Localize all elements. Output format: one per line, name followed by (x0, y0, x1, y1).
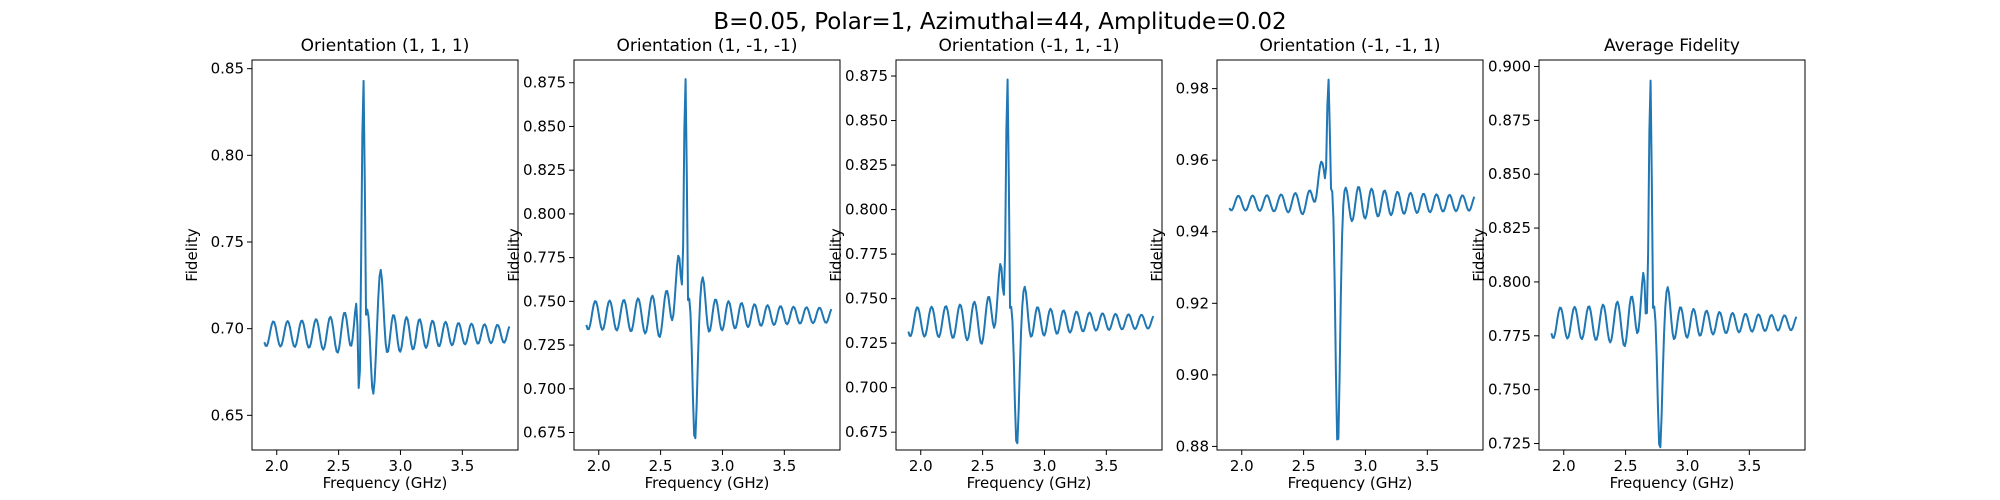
x-tick-label: 3.0 (1676, 457, 1700, 475)
subplot-3: Orientation (-1, 1, -1) 2.0 2.5 3.0 3.5 0.675… (827, 36, 1163, 492)
y-tick-label: 0.90 (1176, 366, 1209, 384)
y-axis-label: Fidelity (827, 228, 845, 282)
figure-suptitle: B=0.05, Polar=1, Azimuthal=44, Amplitude… (713, 9, 1286, 35)
x-axis-label: Frequency (GHz) (323, 474, 448, 492)
y-tick-label: 0.850 (1488, 165, 1531, 183)
y-tick-label: 0.98 (1176, 80, 1209, 98)
y-tick-label: 0.875 (845, 67, 888, 85)
y-tick-label: 0.750 (845, 290, 888, 308)
subplot-title: Orientation (-1, -1, 1) (1260, 36, 1441, 56)
subplot-title: Orientation (1, 1, 1) (301, 36, 470, 56)
y-tick-label: 0.825 (1488, 219, 1531, 237)
y-tick-label: 0.775 (523, 249, 566, 267)
y-tick-label: 0.70 (211, 320, 244, 338)
x-axis-label: Frequency (GHz) (645, 474, 770, 492)
y-tick-label: 0.725 (845, 334, 888, 352)
y-tick-label: 0.96 (1176, 151, 1209, 169)
y-tick-label: 0.92 (1176, 294, 1209, 312)
x-tick-label: 3.0 (711, 457, 735, 475)
x-tick-label: 3.0 (389, 457, 413, 475)
x-tick-label: 2.0 (1230, 457, 1254, 475)
y-tick-label: 0.94 (1176, 223, 1209, 241)
y-tick-label: 0.725 (523, 336, 566, 354)
x-axis-label: Frequency (GHz) (1610, 474, 1735, 492)
y-tick-label: 0.675 (523, 424, 566, 442)
x-tick-label: 2.5 (327, 457, 351, 475)
x-tick-label: 2.0 (265, 457, 289, 475)
fidelity-series-line (1228, 78, 1476, 441)
y-axis-label: Fidelity (1470, 228, 1488, 282)
x-tick-label: 3.5 (772, 457, 796, 475)
x-tick-label: 3.5 (1415, 457, 1439, 475)
x-tick-label: 2.0 (909, 457, 933, 475)
x-tick-label: 2.5 (1614, 457, 1638, 475)
y-tick-label: 0.725 (1488, 435, 1531, 453)
axes-frame (573, 59, 841, 451)
x-tick-label: 3.0 (1354, 457, 1378, 475)
y-tick-label: 0.700 (523, 380, 566, 398)
y-tick-label: 0.675 (845, 423, 888, 441)
x-tick-label: 3.0 (1033, 457, 1057, 475)
x-tick-label: 2.5 (649, 457, 673, 475)
subplot-2: Orientation (1, -1, -1) 2.0 2.5 3.0 3.5 0.675… (505, 36, 841, 492)
y-tick-label: 0.775 (1488, 327, 1531, 345)
fidelity-series-line (585, 78, 833, 440)
axes-frame (1216, 59, 1484, 451)
y-tick-label: 0.65 (211, 406, 244, 424)
y-tick-label: 0.800 (523, 205, 566, 223)
x-tick-label: 2.0 (1552, 457, 1576, 475)
x-tick-label: 3.5 (1094, 457, 1118, 475)
y-tick-label: 0.700 (845, 379, 888, 397)
fidelity-series-line (263, 79, 511, 395)
y-axis-label: Fidelity (1148, 228, 1166, 282)
y-tick-label: 0.800 (1488, 273, 1531, 291)
y-axis-label: Fidelity (183, 228, 201, 282)
y-tick-label: 0.88 (1176, 437, 1209, 455)
fidelity-series-line (1550, 79, 1798, 449)
y-axis-label: Fidelity (505, 228, 523, 282)
x-axis-label: Frequency (GHz) (1288, 474, 1413, 492)
y-tick-label: 0.75 (211, 233, 244, 251)
y-tick-label: 0.900 (1488, 57, 1531, 75)
axes-frame (895, 59, 1163, 451)
subplot-1: Orientation (1, 1, 1) 2.0 2.5 3.0 3.5 0.65 0.7… (183, 36, 519, 492)
axes-frame (251, 59, 519, 451)
x-tick-label: 2.5 (1292, 457, 1316, 475)
x-tick-label: 2.0 (587, 457, 611, 475)
y-tick-label: 0.850 (845, 112, 888, 130)
axes-frame (1538, 59, 1806, 451)
y-tick-label: 0.825 (523, 161, 566, 179)
x-tick-label: 2.5 (971, 457, 995, 475)
y-tick-label: 0.80 (211, 146, 244, 164)
x-axis-label: Frequency (GHz) (967, 474, 1092, 492)
y-tick-label: 0.875 (523, 74, 566, 92)
y-tick-label: 0.85 (211, 60, 244, 78)
subplot-title: Average Fidelity (1604, 36, 1740, 56)
y-tick-label: 0.775 (845, 245, 888, 263)
subplot-title: Orientation (1, -1, -1) (617, 36, 798, 56)
y-tick-label: 0.850 (523, 117, 566, 135)
x-tick-label: 3.5 (1737, 457, 1761, 475)
y-tick-label: 0.800 (845, 201, 888, 219)
y-tick-label: 0.875 (1488, 111, 1531, 129)
subplot-title: Orientation (-1, 1, -1) (939, 36, 1120, 56)
y-tick-label: 0.825 (845, 156, 888, 174)
fidelity-series-line (907, 78, 1155, 445)
y-tick-label: 0.750 (523, 292, 566, 310)
subplot-4: Orientation (-1, -1, 1) 2.0 2.5 3.0 3.5 0.88 0… (1148, 36, 1484, 492)
x-tick-label: 3.5 (450, 457, 474, 475)
y-tick-label: 0.750 (1488, 381, 1531, 399)
subplot-5: Average Fidelity 2.0 2.5 3.0 3.5 0.725 0.750 0.… (1470, 36, 1806, 492)
